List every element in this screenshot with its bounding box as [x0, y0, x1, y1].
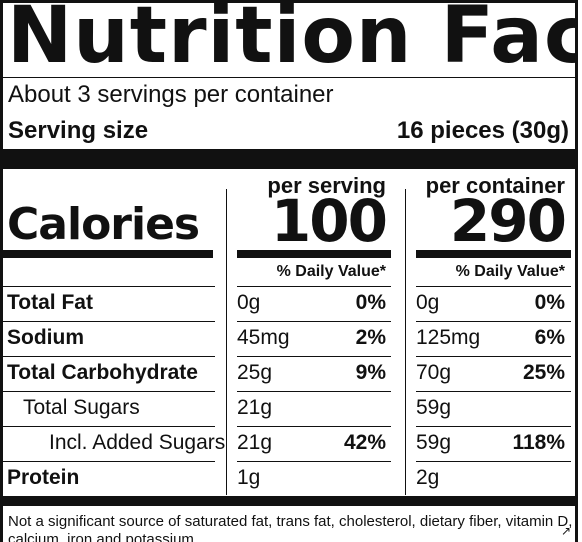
nutrient-name: Sodium: [7, 326, 84, 349]
nutrient-name: Protein: [7, 466, 80, 489]
serving-daily-value: 2%: [355, 326, 386, 349]
container-amount: 2g: [416, 466, 440, 489]
expand-arrow-icon[interactable]: ↗: [560, 524, 571, 538]
serving-daily-value-header: % Daily Value*: [276, 263, 386, 280]
container-daily-value: 6%: [534, 326, 565, 349]
serving-size-label: Serving size: [8, 117, 149, 144]
row-divider: [237, 321, 391, 322]
serving-amount: 45mg: [237, 326, 290, 349]
servings-per-container: About 3 servings per container: [8, 81, 334, 108]
row-divider: [416, 321, 571, 322]
thick-divider: [3, 149, 575, 169]
serving-daily-value: 9%: [355, 361, 386, 384]
container-daily-value: 0%: [534, 291, 565, 314]
calories-per-serving: 100: [270, 187, 388, 255]
container-amount: 59g: [416, 431, 452, 454]
nutrient-name: Total Sugars: [23, 396, 140, 419]
serving-daily-value: 42%: [343, 431, 386, 454]
row-divider: [237, 356, 391, 357]
row-divider: [416, 391, 571, 392]
row-divider: [237, 426, 391, 427]
serving-amount: 1g: [237, 466, 261, 489]
row-divider: [3, 286, 215, 287]
serving-amount: 25g: [237, 361, 273, 384]
row-divider: [416, 426, 571, 427]
column-divider-2: [405, 189, 406, 495]
container-amount: 0g: [416, 291, 440, 314]
row-divider: [3, 321, 215, 322]
calories-bar: [3, 250, 213, 258]
column-divider-1: [226, 189, 227, 495]
row-divider: [237, 391, 391, 392]
footnote: Not a significant source of saturated fa…: [8, 513, 573, 542]
nutrient-name: Total Fat: [7, 291, 93, 314]
container-daily-value-header: % Daily Value*: [455, 263, 565, 280]
calories-label: Calories: [7, 199, 200, 250]
container-daily-value: 25%: [522, 361, 565, 384]
row-divider: [3, 426, 215, 427]
nutrient-name: Incl. Added Sugars: [49, 431, 226, 454]
serving-amount: 0g: [237, 291, 261, 314]
row-divider: [237, 461, 391, 462]
container-amount: 59g: [416, 396, 452, 419]
serving-daily-value: 0%: [355, 291, 386, 314]
row-divider: [3, 356, 215, 357]
row-divider: [3, 391, 215, 392]
row-divider: [416, 461, 571, 462]
bottom-thick-divider: [3, 496, 575, 506]
divider: [3, 77, 575, 78]
row-divider: [416, 356, 571, 357]
per-serving-bar: [237, 250, 391, 258]
container-daily-value: 118%: [512, 431, 565, 454]
serving-size-value: 16 pieces (30g): [396, 117, 569, 144]
container-amount: 125mg: [416, 326, 481, 349]
container-amount: 70g: [416, 361, 452, 384]
calories-per-container: 290: [449, 187, 567, 255]
row-divider: [237, 286, 391, 287]
serving-amount: 21g: [237, 431, 273, 454]
per-container-label: per container: [425, 173, 565, 198]
per-container-bar: [416, 250, 571, 258]
label-title: Nutrition Facts: [7, 0, 575, 81]
row-divider: [416, 286, 571, 287]
per-serving-label: per serving: [267, 173, 386, 198]
row-divider: [3, 461, 215, 462]
serving-amount: 21g: [237, 396, 273, 419]
nutrient-name: Total Carbohydrate: [7, 361, 198, 384]
